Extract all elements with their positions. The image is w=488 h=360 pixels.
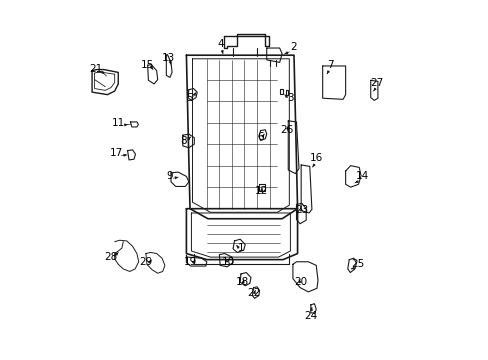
Text: 7: 7: [326, 60, 333, 70]
Text: 24: 24: [304, 311, 317, 321]
Text: 26: 26: [280, 125, 293, 135]
Text: 28: 28: [104, 252, 118, 262]
Text: 23: 23: [295, 206, 308, 216]
Text: 13: 13: [162, 53, 175, 63]
Text: 1: 1: [237, 243, 244, 253]
Text: 22: 22: [246, 288, 260, 298]
Text: 17: 17: [109, 148, 122, 158]
Text: 3: 3: [286, 93, 293, 103]
Text: 16: 16: [309, 153, 322, 163]
Text: 18: 18: [236, 277, 249, 287]
Text: 9: 9: [165, 171, 172, 181]
Text: 21: 21: [89, 64, 102, 74]
Text: 29: 29: [139, 257, 152, 267]
Text: 6: 6: [257, 132, 264, 142]
Text: 20: 20: [294, 277, 307, 287]
Text: 11: 11: [111, 118, 124, 128]
Text: 5: 5: [186, 93, 193, 103]
Text: 4: 4: [218, 39, 224, 49]
Text: 25: 25: [350, 259, 364, 269]
Text: 10: 10: [222, 257, 234, 267]
Text: 2: 2: [290, 42, 297, 52]
Text: 27: 27: [370, 78, 383, 88]
Text: 15: 15: [141, 60, 154, 70]
Text: 14: 14: [355, 171, 369, 181]
Text: 8: 8: [180, 136, 186, 145]
Text: 12: 12: [255, 186, 268, 196]
Text: 19: 19: [183, 257, 196, 267]
